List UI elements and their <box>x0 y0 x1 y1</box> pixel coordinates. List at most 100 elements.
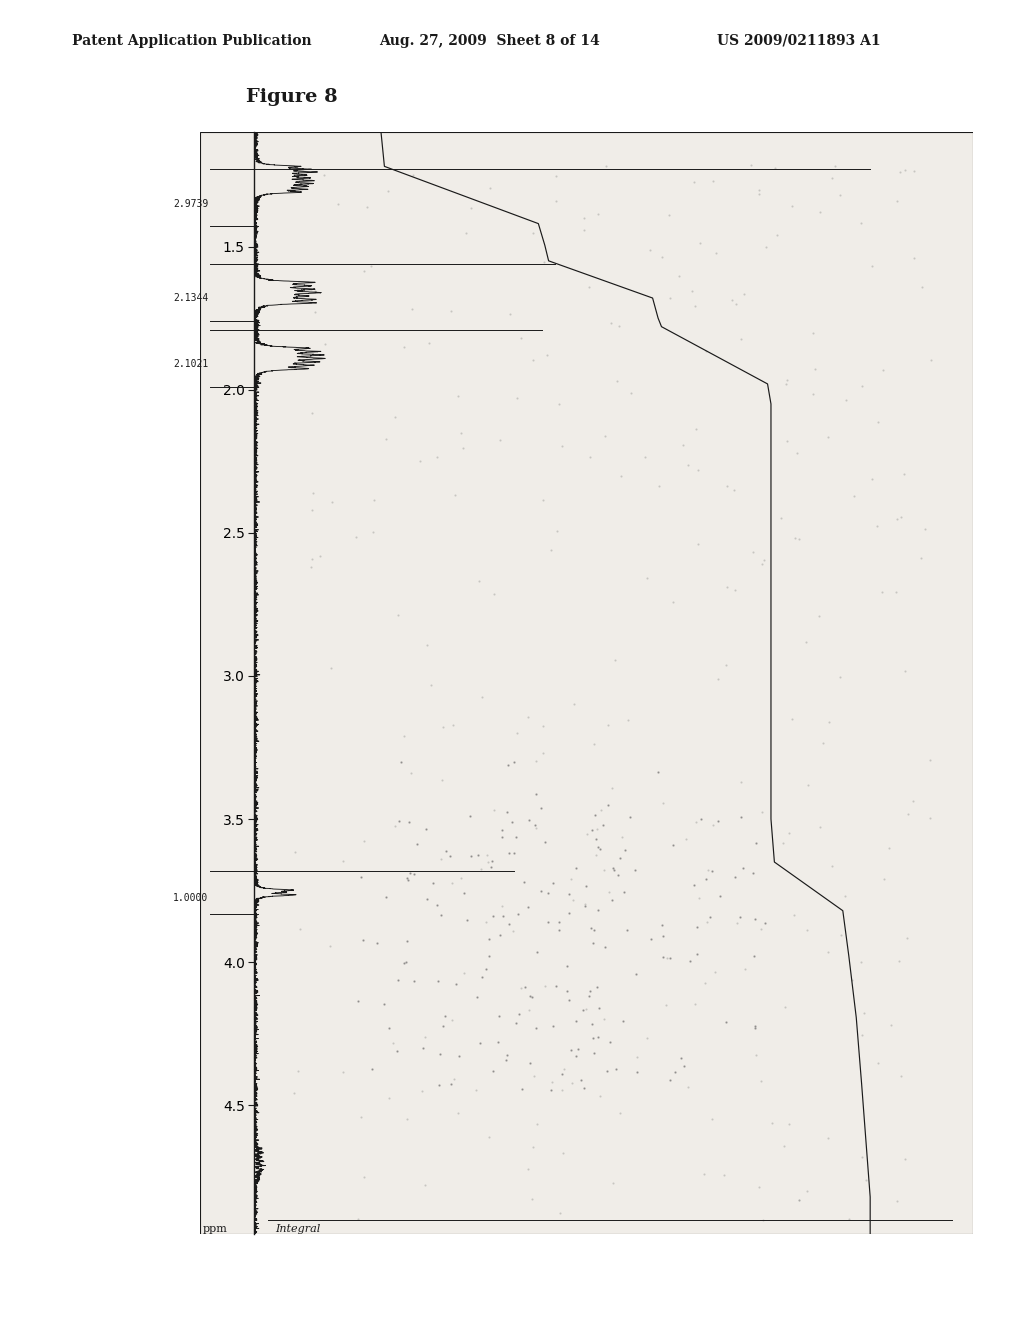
Point <box>290 1060 306 1081</box>
Point <box>582 981 598 1002</box>
Point <box>735 857 752 878</box>
Point <box>831 183 848 205</box>
Point <box>614 826 631 847</box>
Point <box>575 999 592 1020</box>
Text: US 2009/0211893 A1: US 2009/0211893 A1 <box>717 34 881 48</box>
Point <box>798 631 814 652</box>
Point <box>811 605 827 626</box>
Point <box>791 1189 807 1210</box>
Point <box>584 1012 600 1034</box>
Point <box>776 1135 793 1156</box>
Point <box>790 442 806 463</box>
Point <box>883 1014 899 1035</box>
Point <box>697 341 714 362</box>
Point <box>519 1159 536 1180</box>
Point <box>304 499 321 520</box>
Point <box>429 894 445 915</box>
Point <box>525 350 542 371</box>
Point <box>462 805 478 826</box>
Point <box>589 818 605 840</box>
Point <box>597 425 613 446</box>
Point <box>588 829 604 850</box>
Point <box>575 1077 592 1098</box>
Point <box>442 1073 459 1094</box>
Point <box>506 842 522 863</box>
Point <box>897 1148 913 1170</box>
Point <box>693 808 710 829</box>
Point <box>786 528 803 549</box>
Point <box>800 1180 816 1201</box>
Point <box>718 1011 734 1032</box>
Point <box>458 223 474 244</box>
Point <box>623 807 639 828</box>
Point <box>527 1018 544 1039</box>
Point <box>604 1172 621 1193</box>
Point <box>566 693 583 714</box>
Point <box>562 869 579 890</box>
Point <box>537 832 553 853</box>
Point <box>617 840 634 861</box>
Point <box>807 359 823 380</box>
Text: ppm: ppm <box>203 1224 228 1234</box>
Point <box>586 933 602 954</box>
Point <box>581 276 597 297</box>
Point <box>707 961 723 982</box>
Point <box>556 1059 572 1080</box>
Point <box>516 871 532 892</box>
Point <box>506 751 522 772</box>
Point <box>524 1137 541 1158</box>
Point <box>654 913 671 935</box>
Point <box>639 568 655 589</box>
Point <box>456 882 472 903</box>
Point <box>490 1005 507 1026</box>
Point <box>315 165 332 186</box>
Point <box>286 1082 302 1104</box>
Point <box>606 859 623 880</box>
Point <box>718 655 734 676</box>
Point <box>366 490 382 511</box>
Point <box>513 327 529 348</box>
Point <box>389 605 406 626</box>
Point <box>687 418 703 440</box>
Point <box>443 301 460 322</box>
Point <box>868 515 885 536</box>
Point <box>824 168 841 189</box>
Point <box>355 1167 372 1188</box>
Point <box>540 345 556 366</box>
Point <box>418 1175 434 1196</box>
Point <box>805 322 821 343</box>
Point <box>689 944 706 965</box>
Point <box>623 381 639 403</box>
Point <box>680 1077 696 1098</box>
Point <box>841 1209 857 1230</box>
Point <box>620 710 636 731</box>
Point <box>311 545 328 566</box>
Point <box>532 797 549 818</box>
Point <box>746 908 763 929</box>
Point <box>831 667 848 688</box>
Point <box>689 916 706 937</box>
Point <box>520 706 537 727</box>
Point <box>470 843 486 865</box>
Point <box>406 863 422 884</box>
Point <box>527 817 544 838</box>
Point <box>456 437 472 458</box>
Point <box>757 912 773 933</box>
Point <box>654 247 671 268</box>
Point <box>588 845 604 866</box>
Point <box>499 1044 515 1065</box>
Point <box>610 315 627 337</box>
Point <box>322 935 338 956</box>
Point <box>881 837 897 858</box>
Point <box>524 1189 541 1210</box>
Point <box>703 1109 720 1130</box>
Point <box>508 723 524 744</box>
Point <box>598 1060 614 1081</box>
Point <box>745 862 762 883</box>
Point <box>421 333 437 354</box>
Point <box>500 754 516 775</box>
Point <box>412 450 428 471</box>
Point <box>791 529 807 550</box>
Text: 1.0000: 1.0000 <box>173 892 209 903</box>
Point <box>355 261 372 282</box>
